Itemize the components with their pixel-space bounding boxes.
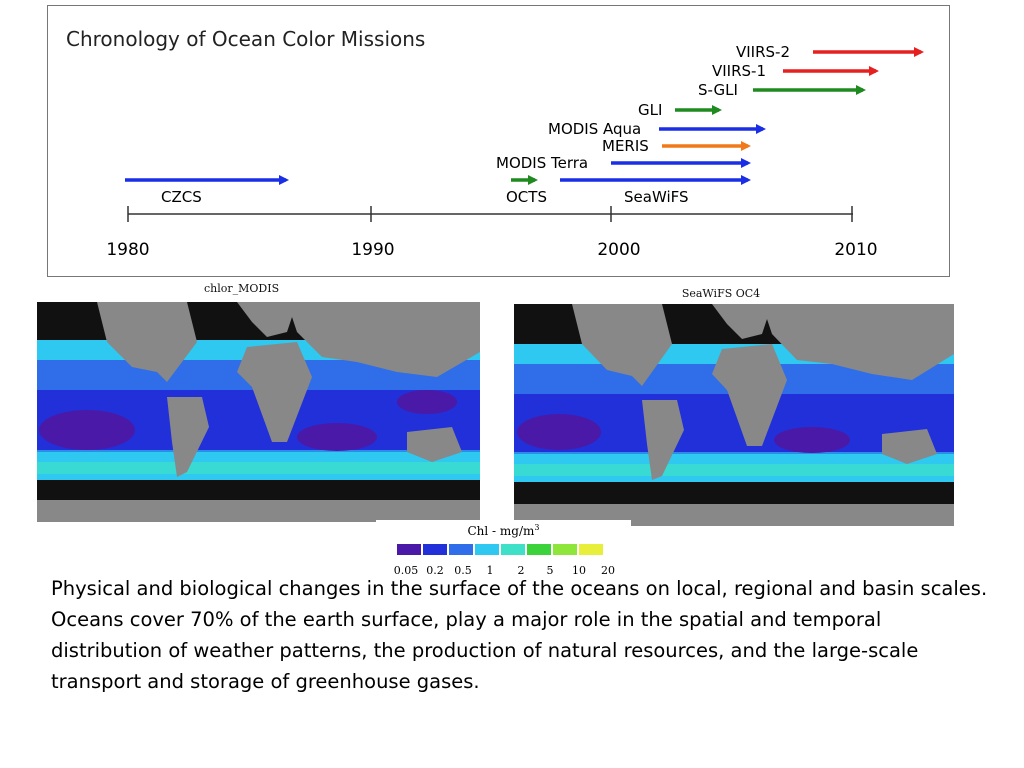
chlorophyll-map-seawifs: [514, 304, 954, 526]
timeline-title: Chronology of Ocean Color Missions: [66, 27, 425, 51]
caption-text: Physical and biological changes in the s…: [51, 573, 991, 697]
map-label-modis: chlor_MODIS: [204, 282, 280, 295]
map-label-seawifs: SeaWiFS OC4: [665, 287, 777, 300]
timeline-chart: Chronology of Ocean Color Missions 1980 …: [66, 27, 924, 260]
mission-label-viirs-2: VIIRS-2: [736, 43, 790, 61]
axis-year-label: 2010: [834, 240, 877, 260]
legend-tick: 20: [601, 564, 615, 577]
legend-tick: 0.5: [454, 564, 472, 577]
legend-tick: 0.2: [426, 564, 444, 577]
legend-swatch: [422, 543, 448, 556]
caption-paragraph: Oceans cover 70% of the earth surface, p…: [51, 608, 919, 693]
legend-swatch: [578, 543, 604, 556]
mission-label-seawifs: SeaWiFS: [624, 188, 689, 206]
mission-label-s-gli: S-GLI: [698, 81, 738, 99]
mission-label-czcs: CZCS: [161, 188, 202, 206]
legend-swatch: [448, 543, 474, 556]
axis-year-label: 2000: [597, 240, 640, 260]
caption-paragraph: Physical and biological changes in the s…: [51, 577, 988, 600]
legend-swatch: [500, 543, 526, 556]
mission-timeline-figure: Chronology of Ocean Color Missions 1980 …: [47, 5, 950, 277]
legend-tick-labels: 0.05 0.2 0.5 1 2 5 10 20: [390, 564, 620, 580]
mission-label-meris: MERIS: [602, 137, 649, 155]
legend-tick: 5: [546, 564, 554, 577]
legend-tick: 10: [572, 564, 586, 577]
legend-tick: 2: [517, 564, 525, 577]
axis-year-label: 1990: [351, 240, 394, 260]
legend-swatch: [396, 543, 422, 556]
legend-title: Chl - mg/m3: [467, 523, 540, 538]
legend-tick: 0.05: [393, 564, 419, 577]
legend-tick: 1: [486, 564, 494, 577]
mission-label-gli: GLI: [638, 101, 662, 119]
mission-label-octs: OCTS: [506, 188, 547, 206]
mission-label-viirs-1: VIIRS-1: [712, 62, 766, 80]
legend-swatch: [474, 543, 500, 556]
legend-swatch: [526, 543, 552, 556]
legend-swatch: [552, 543, 578, 556]
chlorophyll-map-modis: [37, 302, 480, 522]
legend-color-scale: [396, 543, 604, 556]
axis-year-label: 1980: [106, 240, 149, 260]
mission-label-modis-aqua: MODIS Aqua: [548, 120, 641, 138]
mission-label-modis-terra: MODIS Terra: [496, 154, 588, 172]
chlorophyll-legend: Chl - mg/m3 0.05 0.2 0.5 1 2 5 10 20: [376, 520, 631, 580]
